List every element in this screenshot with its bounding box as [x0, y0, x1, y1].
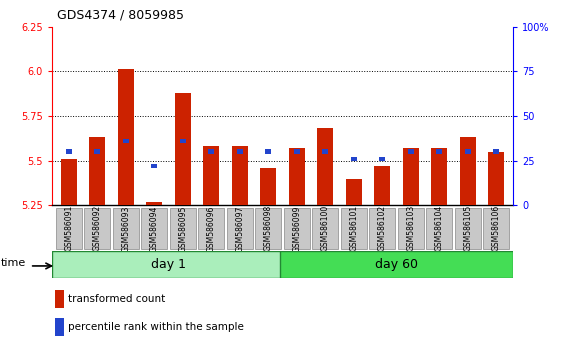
Bar: [465, 149, 471, 154]
FancyBboxPatch shape: [312, 208, 338, 249]
Bar: [237, 149, 243, 154]
Bar: [489, 152, 504, 205]
Bar: [89, 137, 105, 205]
FancyBboxPatch shape: [52, 251, 286, 278]
Text: GSM586105: GSM586105: [463, 205, 472, 251]
FancyBboxPatch shape: [227, 208, 252, 249]
Bar: [55, 318, 65, 336]
Bar: [260, 168, 276, 205]
Text: time: time: [1, 258, 26, 268]
Text: GSM586095: GSM586095: [178, 205, 187, 252]
Bar: [55, 290, 65, 308]
Bar: [374, 166, 390, 205]
FancyBboxPatch shape: [398, 208, 424, 249]
Bar: [493, 149, 499, 154]
Bar: [379, 156, 385, 161]
Bar: [151, 164, 157, 168]
Bar: [289, 148, 305, 205]
FancyBboxPatch shape: [426, 208, 452, 249]
Bar: [208, 149, 214, 154]
FancyBboxPatch shape: [369, 208, 395, 249]
Text: GSM586092: GSM586092: [93, 205, 102, 251]
Bar: [431, 148, 447, 205]
Bar: [293, 149, 300, 154]
Text: GSM586098: GSM586098: [264, 205, 273, 251]
Bar: [460, 137, 476, 205]
FancyBboxPatch shape: [199, 208, 224, 249]
Bar: [175, 93, 191, 205]
FancyBboxPatch shape: [341, 208, 366, 249]
Bar: [232, 146, 247, 205]
Text: GSM586093: GSM586093: [121, 205, 130, 252]
Bar: [180, 139, 186, 143]
FancyBboxPatch shape: [84, 208, 110, 249]
Text: GSM586104: GSM586104: [435, 205, 444, 251]
FancyBboxPatch shape: [255, 208, 281, 249]
Bar: [403, 148, 419, 205]
Text: day 60: day 60: [375, 258, 418, 271]
Text: GSM586096: GSM586096: [206, 205, 216, 252]
Bar: [408, 149, 414, 154]
Text: GSM586099: GSM586099: [292, 205, 301, 252]
Text: GSM586100: GSM586100: [321, 205, 330, 251]
Text: GSM586097: GSM586097: [235, 205, 244, 252]
Bar: [265, 149, 272, 154]
Bar: [346, 178, 361, 205]
Text: transformed count: transformed count: [68, 295, 165, 304]
Bar: [204, 146, 219, 205]
Text: GSM586091: GSM586091: [64, 205, 73, 251]
FancyBboxPatch shape: [484, 208, 509, 249]
FancyBboxPatch shape: [56, 208, 81, 249]
FancyBboxPatch shape: [279, 251, 513, 278]
FancyBboxPatch shape: [141, 208, 167, 249]
FancyBboxPatch shape: [284, 208, 310, 249]
Bar: [94, 149, 100, 154]
Bar: [146, 202, 162, 205]
Text: GSM586103: GSM586103: [406, 205, 415, 251]
Bar: [122, 139, 129, 143]
Text: percentile rank within the sample: percentile rank within the sample: [68, 322, 243, 332]
Bar: [351, 156, 357, 161]
Bar: [61, 159, 76, 205]
Text: GSM586102: GSM586102: [378, 205, 387, 251]
Bar: [322, 149, 328, 154]
Text: GDS4374 / 8059985: GDS4374 / 8059985: [57, 8, 184, 21]
Text: GSM586106: GSM586106: [491, 205, 501, 251]
Text: GSM586094: GSM586094: [150, 205, 159, 252]
Bar: [118, 69, 134, 205]
Bar: [318, 129, 333, 205]
FancyBboxPatch shape: [170, 208, 196, 249]
Text: day 1: day 1: [151, 258, 186, 271]
FancyBboxPatch shape: [455, 208, 481, 249]
Bar: [436, 149, 443, 154]
Text: GSM586101: GSM586101: [349, 205, 358, 251]
FancyBboxPatch shape: [113, 208, 139, 249]
Bar: [66, 149, 72, 154]
